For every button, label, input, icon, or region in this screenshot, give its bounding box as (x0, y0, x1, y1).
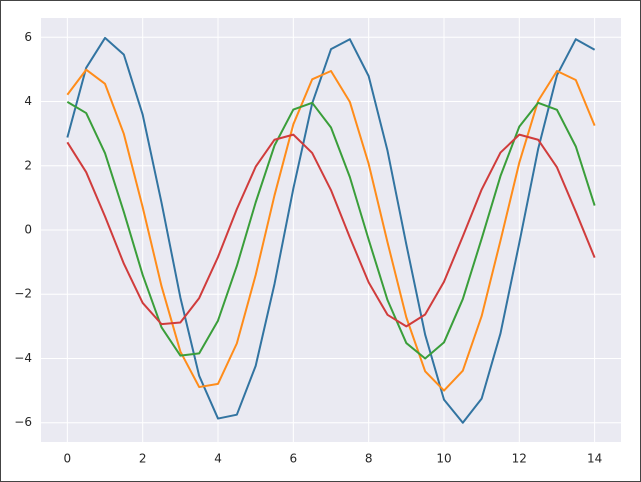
y-tick-label: −6 (14, 415, 32, 429)
line-series (66, 100, 596, 360)
x-tick-label: 14 (587, 452, 602, 466)
x-tick-label: 6 (290, 452, 298, 466)
y-tick-label: 2 (24, 158, 32, 172)
x-tick-label: 10 (436, 452, 451, 466)
x-tick-label: 0 (64, 452, 72, 466)
x-tick-label: 12 (512, 452, 527, 466)
x-tick-label: 2 (139, 452, 147, 466)
y-tick-label: 4 (24, 94, 32, 108)
x-tick-label: 8 (365, 452, 373, 466)
line-series (66, 133, 596, 328)
y-tick-label: −2 (14, 287, 32, 301)
line-series (66, 36, 596, 424)
x-tick-label: 4 (214, 452, 222, 466)
line-series (66, 68, 596, 392)
y-tick-label: −4 (14, 351, 32, 365)
y-tick-label: 0 (24, 223, 32, 237)
y-tick-label: 6 (24, 30, 32, 44)
